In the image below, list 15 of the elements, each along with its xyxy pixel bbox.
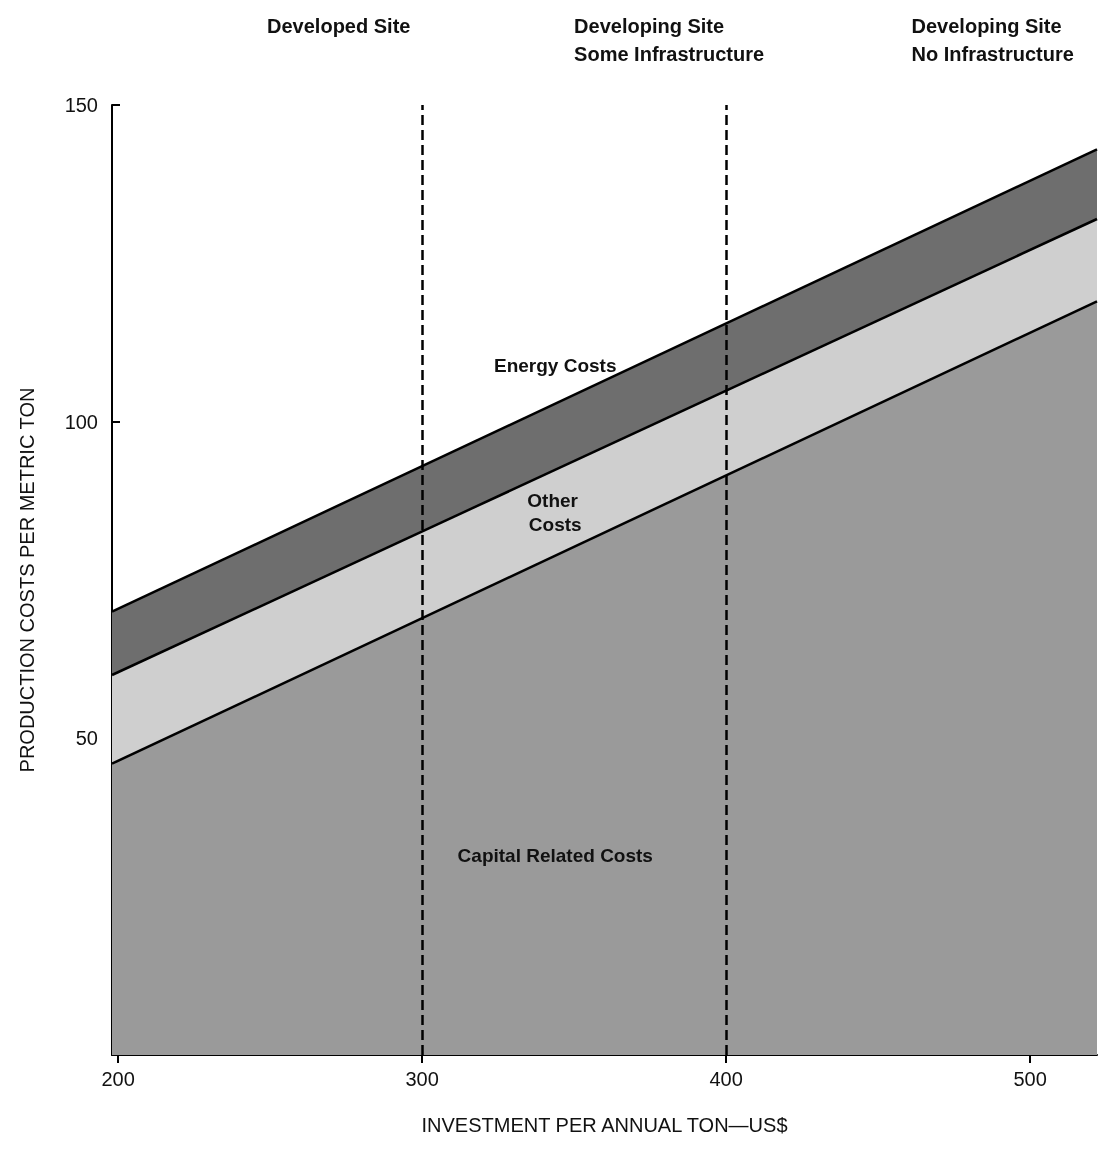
series-label: Energy Costs (494, 355, 617, 377)
text: Developing Site No Infrastructure (911, 15, 1074, 65)
text: Developing Site Some Infrastructure (574, 15, 765, 65)
x-tick-label: 300 (405, 1068, 439, 1090)
x-tick-label: 400 (709, 1068, 743, 1090)
text: Developed Site (267, 15, 411, 37)
x-axis-title: INVESTMENT PER ANNUAL TON—US$ (421, 1114, 788, 1136)
x-tick-label: 500 (1013, 1068, 1047, 1090)
x-tick-label: 200 (101, 1068, 135, 1090)
y-tick-label: 100 (64, 410, 98, 433)
y-tick-label: 150 (64, 94, 98, 116)
series-label: Capital Related Costs (457, 844, 653, 866)
y-tick-label: 50 (75, 727, 98, 750)
series-label: Other Costs (527, 490, 584, 536)
y-axis-title: PRODUCTION COSTS PER METRIC TON (16, 387, 38, 773)
